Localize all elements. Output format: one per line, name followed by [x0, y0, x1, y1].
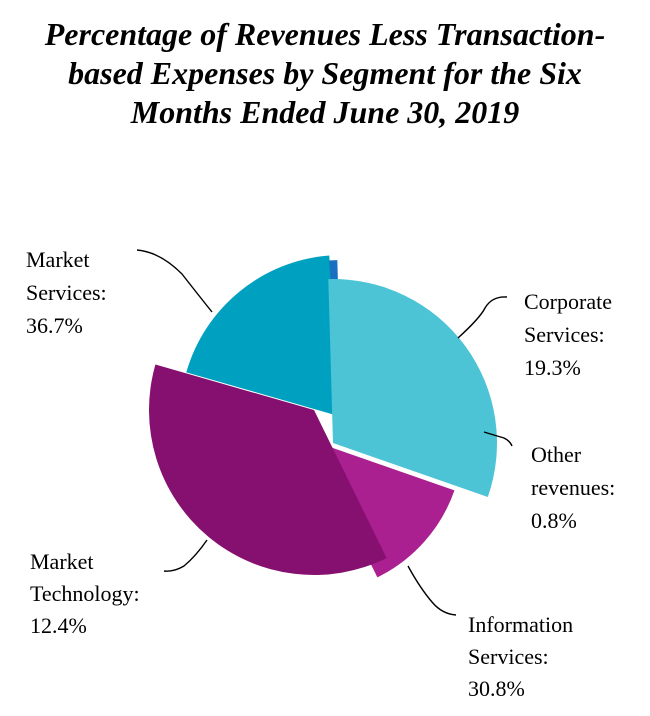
slice-label-corporate-services: Corporate Services: 19.3% [524, 289, 612, 380]
leader-line-market-services [136, 249, 213, 313]
slice-label-market-technology-line-2: Technology: [30, 581, 140, 606]
slice-label-information-services-line-1: Information [468, 612, 573, 637]
pie-slice-market-services [148, 364, 387, 576]
slice-label-corporate-services-line-3: 19.3% [524, 355, 581, 380]
slice-label-market-technology: Market Technology: 12.4% [30, 549, 140, 638]
slice-label-information-services-line-3: 30.8% [468, 676, 525, 701]
slice-label-corporate-services-line-1: Corporate [524, 289, 612, 314]
leader-line-market-technology [163, 539, 208, 572]
chart-title-line-1: Percentage of Revenues Less Transaction- [44, 16, 606, 52]
pie-slice-corporate-services [186, 255, 342, 417]
slice-label-market-services: Market Services: 36.7% [26, 247, 107, 338]
leader-lines [136, 249, 513, 616]
pie-slice-information-services [328, 279, 497, 498]
chart-title-line-3: Months Ended June 30, 2019 [130, 94, 520, 130]
slice-label-market-technology-line-1: Market [30, 549, 94, 574]
slice-label-other-revenues-line-3: 0.8% [531, 508, 577, 533]
slice-labels: Corporate Services: 19.3% Other revenues: 0.8… [26, 247, 615, 701]
slice-label-other-revenues-line-2: revenues: [531, 475, 615, 500]
slice-label-other-revenues-line-1: Other [531, 442, 582, 467]
leader-line-corporate-services [457, 296, 508, 339]
leader-line-information-services [407, 565, 457, 616]
slice-label-other-revenues: Other revenues: 0.8% [531, 442, 615, 533]
slice-label-market-services-line-2: Services: [26, 280, 107, 305]
slice-label-market-services-line-1: Market [26, 247, 90, 272]
chart-title: Percentage of Revenues Less Transaction-… [44, 16, 606, 130]
slice-label-information-services: Information Services: 30.8% [468, 612, 573, 701]
slice-label-market-technology-line-3: 12.4% [30, 613, 87, 638]
slice-label-corporate-services-line-2: Services: [524, 322, 605, 347]
slice-label-market-services-line-3: 36.7% [26, 313, 83, 338]
pie-slice-market-technology [310, 440, 455, 578]
chart-title-line-2: based Expenses by Segment for the Six [68, 55, 582, 91]
pie-slices [148, 255, 497, 578]
slice-label-information-services-line-2: Services: [468, 644, 549, 669]
leader-line-other-revenues [483, 431, 513, 447]
